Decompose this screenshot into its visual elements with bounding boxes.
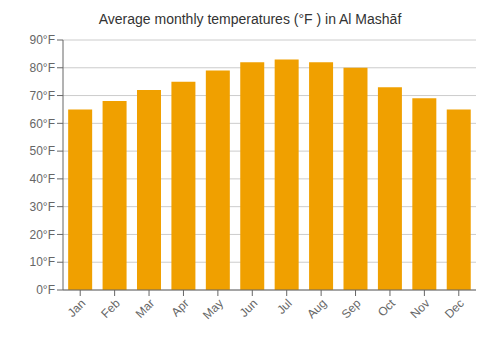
svg-text:Sep: Sep: [339, 296, 364, 321]
svg-text:Apr: Apr: [168, 296, 191, 319]
svg-text:10°F: 10°F: [30, 255, 55, 269]
svg-text:Jul: Jul: [274, 296, 295, 317]
svg-text:Jan: Jan: [65, 296, 89, 320]
svg-text:60°F: 60°F: [30, 117, 55, 131]
svg-text:Oct: Oct: [375, 296, 399, 320]
svg-text:90°F: 90°F: [30, 33, 55, 47]
svg-text:Jun: Jun: [237, 296, 261, 320]
svg-text:Mar: Mar: [133, 296, 158, 321]
svg-text:50°F: 50°F: [30, 144, 55, 158]
html-text:Average monthly temperatures (: Average monthly temperatures (°F ) in Al…: [98, 11, 402, 27]
svg-text:0°F: 0°F: [36, 283, 55, 297]
svg-text:30°F: 30°F: [30, 200, 55, 214]
svg-text:May: May: [200, 296, 226, 322]
svg-text:Nov: Nov: [408, 296, 433, 321]
svg-text:70°F: 70°F: [30, 89, 55, 103]
svg-text:80°F: 80°F: [30, 61, 55, 75]
svg-text:40°F: 40°F: [30, 172, 55, 186]
svg-text:Aug: Aug: [304, 296, 329, 321]
svg-text:Feb: Feb: [98, 296, 123, 321]
svg-text:20°F: 20°F: [30, 228, 55, 242]
svg-text:Dec: Dec: [442, 296, 467, 321]
